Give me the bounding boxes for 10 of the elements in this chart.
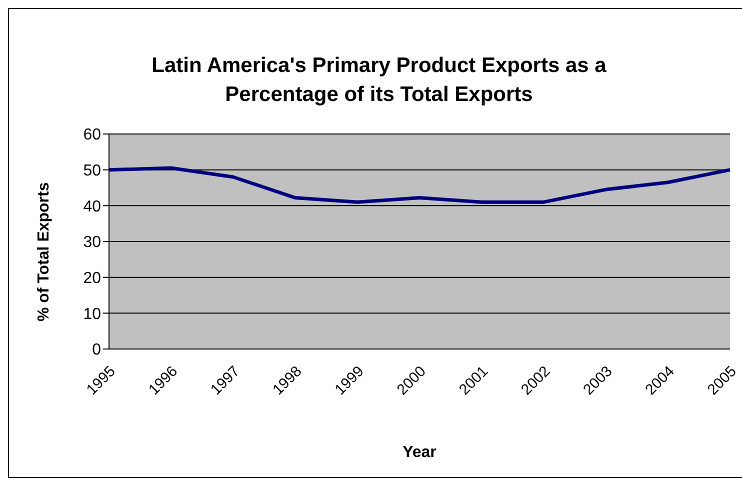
y-tick-label: 20	[83, 270, 102, 288]
y-tick-label: 60	[83, 126, 102, 144]
y-tick-label: 0	[92, 342, 102, 359]
y-tick-label: 10	[83, 306, 102, 323]
y-tick-label: 30	[83, 234, 102, 252]
chart-title: Latin America's Primary Product Exports as a Percentage of its Total Exports	[150, 53, 608, 108]
y-tick-label: 50	[83, 162, 102, 180]
x-axis-title: Year	[402, 444, 436, 461]
y-axis-title: % of Total Exports	[36, 182, 53, 322]
y-tick-label: 40	[83, 198, 102, 216]
